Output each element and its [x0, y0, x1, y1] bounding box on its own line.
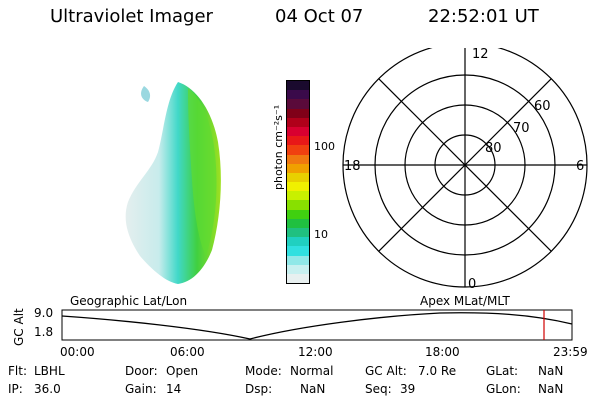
colorbar-swatch-4: [287, 117, 309, 127]
colorbar-swatch-21: [287, 273, 309, 284]
instrument-title: Ultraviolet Imager: [50, 6, 213, 27]
colorbar-swatch-7: [287, 145, 309, 155]
strip-xtick-1200: 12:00: [298, 345, 333, 359]
polar-ring-label-70: 70: [513, 121, 530, 136]
colorbar-swatch-6: [287, 136, 309, 146]
polar-plot: 12 18 6 0 60 70 80: [342, 48, 588, 292]
info-gcalt-label: GC Alt:: [365, 364, 407, 378]
info-flt-label: Flt:: [8, 364, 27, 378]
strip-xtick-2359: 23:59: [553, 345, 588, 359]
polar-diagonal-2: [378, 78, 552, 252]
colorbar: [286, 80, 310, 284]
auroral-bright-band: [188, 88, 217, 256]
strip-xtick-0000: 00:00: [60, 345, 95, 359]
polar-label-18: 18: [344, 159, 361, 174]
info-door-label: Door:: [125, 364, 158, 378]
colorbar-swatch-20: [287, 264, 309, 274]
colorbar-swatch-18: [287, 246, 309, 256]
auroral-speck: [141, 86, 151, 102]
date-label: 04 Oct 07: [275, 6, 364, 27]
info-gain-value: 14: [166, 382, 182, 396]
info-glat-label: GLat:: [486, 364, 519, 378]
info-flt-value: LBHL: [34, 364, 65, 378]
altitude-strip-chart: [61, 309, 573, 341]
colorbar-swatch-14: [287, 209, 309, 219]
polar-label-0: 0: [468, 277, 476, 292]
info-ip-label: IP:: [8, 382, 23, 396]
geographic-title: Geographic Lat/Lon: [70, 294, 188, 308]
colorbar-swatch-2: [287, 99, 309, 109]
info-door-value: Open: [166, 364, 199, 378]
colorbar-swatch-3: [287, 108, 309, 118]
info-glon-label: GLon:: [486, 382, 521, 396]
colorbar-swatch-16: [287, 228, 309, 238]
polar-ring-label-60: 60: [534, 99, 551, 114]
colorbar-swatch-19: [287, 255, 309, 265]
colorbar-swatch-0: [287, 81, 309, 91]
polar-label-6: 6: [576, 159, 584, 174]
colorbar-swatch-15: [287, 218, 309, 228]
colorbar-unit-label: photon cm⁻²s⁻¹: [272, 104, 285, 190]
info-gcalt-value: 7.0 Re: [418, 364, 457, 378]
colorbar-swatch-8: [287, 154, 309, 164]
info-dsp-label: Dsp:: [245, 382, 273, 396]
info-glon-value: NaN: [538, 382, 564, 396]
colorbar-swatch-9: [287, 163, 309, 173]
time-label: 22:52:01 UT: [428, 6, 539, 27]
info-dsp-value: NaN: [300, 382, 326, 396]
info-mode-value: Normal: [290, 364, 334, 378]
colorbar-swatch-17: [287, 237, 309, 247]
strip-ytick-1-8: 1.8: [34, 325, 54, 339]
strip-xtick-0600: 06:00: [170, 345, 205, 359]
info-mode-label: Mode:: [245, 364, 282, 378]
strip-frame: [61, 309, 573, 341]
polar-label-12: 12: [472, 48, 489, 62]
altitude-curve: [61, 312, 573, 340]
info-ip-value: 36.0: [34, 382, 61, 396]
polar-ring-label-80: 80: [485, 141, 502, 156]
info-seq-value: 39: [400, 382, 416, 396]
apex-title: Apex MLat/MLT: [420, 294, 510, 308]
strip-ytick-9: 9.0: [34, 306, 54, 320]
colorbar-swatch-1: [287, 90, 309, 100]
colorbar-swatch-5: [287, 126, 309, 137]
colorbar-swatch-12: [287, 191, 309, 201]
colorbar-swatch-11: [287, 182, 309, 192]
colorbar-tick-10: 10: [314, 228, 328, 241]
info-gain-label: Gain:: [125, 382, 157, 396]
info-seq-label: Seq:: [365, 382, 392, 396]
strip-ylabel: GC Alt: [12, 308, 26, 346]
auroral-image: [125, 82, 221, 284]
info-glat-value: NaN: [538, 364, 564, 378]
colorbar-swatch-10: [287, 172, 309, 183]
colorbar-tick-100: 100: [314, 140, 335, 153]
colorbar-swatch-13: [287, 200, 309, 210]
strip-xtick-1800: 18:00: [425, 345, 460, 359]
